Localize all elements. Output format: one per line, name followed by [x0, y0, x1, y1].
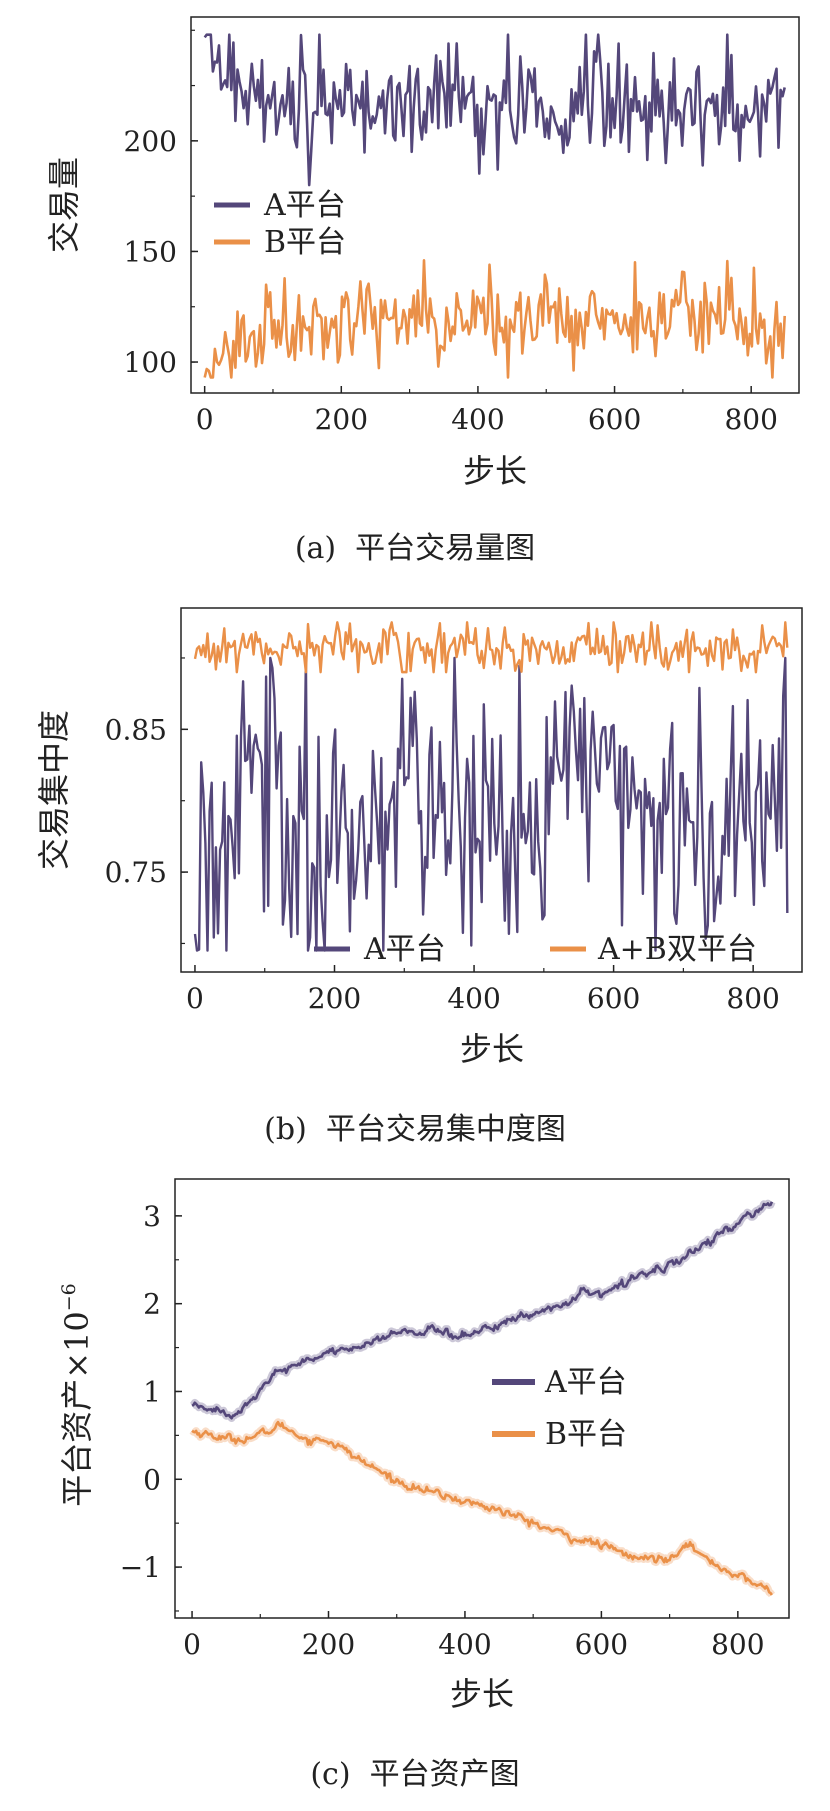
plot-frame	[190, 16, 800, 394]
y-tick-label: 100	[124, 346, 177, 379]
y-tick-label: 150	[124, 235, 177, 268]
y-axis-label-text: 平台资产×10	[58, 1311, 96, 1507]
y-tick-label: 0.75	[105, 856, 167, 889]
caption: (b) 平台交易集中度图	[264, 1112, 566, 1147]
series-line-halo	[189, 1199, 776, 1422]
chart-trading-volume: 0 200 400 600 800 100 150 200 A平台 B平台 交易量 步长 (a…	[45, 16, 800, 566]
legend: A平台 B平台	[492, 1365, 627, 1452]
series-layer	[203, 33, 786, 379]
series-layer	[193, 621, 789, 952]
legend: A平台 A+B双平台	[314, 932, 757, 967]
x-axis-label: 步长	[450, 1675, 514, 1713]
y-axis-label-exponent: −6	[58, 1283, 80, 1311]
x-tick-label: 200	[302, 1628, 355, 1661]
tick-layer: 0 200 400 600 800 100 150 200	[124, 29, 778, 436]
y-tick-label: 0	[143, 1463, 161, 1496]
x-tick-label: 200	[315, 403, 368, 436]
legend-label-b: B平台	[545, 1417, 627, 1452]
x-tick-label: 200	[308, 982, 361, 1015]
x-tick-label: 400	[447, 982, 500, 1015]
y-tick-label: 3	[143, 1200, 161, 1233]
legend-label-a: A平台	[363, 932, 446, 967]
y-tick-label: −1	[120, 1551, 161, 1584]
y-tick-label: 0.85	[105, 713, 167, 746]
series-line-a	[193, 656, 789, 952]
x-tick-label: 600	[575, 1628, 628, 1661]
chart-platform-assets: 0 200 400 600 800 −1 0 1 2 3 A平台 B平台 平台资产×10−6 步长…	[58, 1178, 790, 1792]
x-axis-label: 步长	[460, 1030, 524, 1068]
legend-label-b: A+B双平台	[597, 932, 757, 967]
x-tick-label: 600	[588, 403, 641, 436]
tick-layer: 0 200 400 600 800 0.75 0.85	[105, 657, 780, 1015]
y-axis-label: 平台资产×10−6	[58, 1283, 96, 1507]
series-line-a	[203, 33, 786, 187]
series-line-b	[193, 621, 789, 674]
y-tick-label: 200	[124, 125, 177, 158]
plot-frame	[174, 1178, 790, 1619]
y-axis-label: 交易集中度	[35, 710, 73, 870]
series-line-b	[203, 259, 786, 379]
caption: (a) 平台交易量图	[295, 531, 535, 566]
x-tick-label: 400	[451, 403, 504, 436]
y-tick-label: 2	[143, 1288, 161, 1321]
x-tick-label: 800	[726, 982, 779, 1015]
x-tick-label: 0	[186, 982, 204, 1015]
y-axis-label: 交易量	[45, 157, 83, 253]
series-layer	[189, 1199, 776, 1598]
x-tick-label: 800	[711, 1628, 764, 1661]
legend: A平台 B平台	[214, 188, 346, 260]
series-line-b	[191, 1420, 773, 1596]
tick-layer: 0 200 400 600 800 −1 0 1 2 3	[120, 1200, 765, 1661]
x-tick-label: 0	[183, 1628, 201, 1661]
legend-label-b: B平台	[264, 225, 346, 260]
legend-label-a: A平台	[544, 1365, 627, 1400]
y-tick-label: 1	[143, 1375, 161, 1408]
x-tick-label: 0	[196, 403, 214, 436]
x-tick-label: 800	[724, 403, 777, 436]
series-line-a	[191, 1201, 774, 1420]
x-axis-label: 步长	[463, 452, 527, 490]
plot-frame	[180, 607, 803, 973]
series-line-halo	[189, 1418, 776, 1598]
caption: (c) 平台资产图	[310, 1757, 519, 1792]
chart-trading-concentration: 0 200 400 600 800 0.75 0.85 A平台 A+B双平台 交易集中度 步…	[35, 607, 803, 1147]
x-tick-label: 400	[438, 1628, 491, 1661]
legend-label-a: A平台	[263, 188, 346, 223]
x-tick-label: 600	[587, 982, 640, 1015]
